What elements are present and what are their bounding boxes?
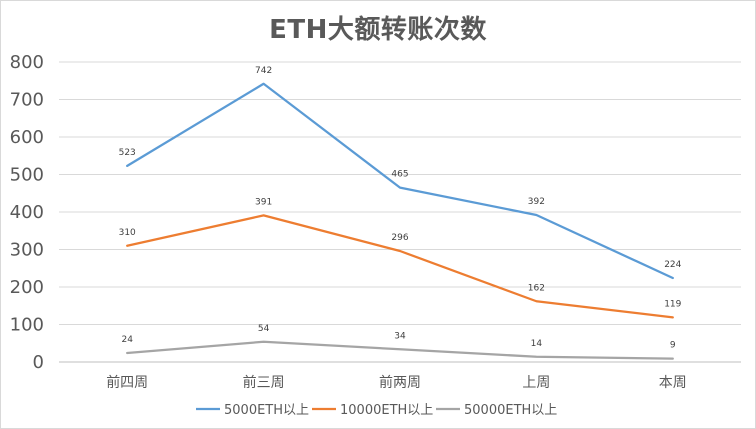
legend-label: 50000ETH以上 [464, 403, 557, 418]
data-label: 119 [664, 299, 681, 309]
y-tick-label: 500 [10, 165, 44, 186]
data-label: 296 [391, 233, 408, 243]
series-line-3 [126, 340, 674, 360]
data-label: 24 [121, 335, 133, 345]
data-label: 392 [528, 197, 545, 207]
data-label: 54 [258, 324, 270, 334]
data-label: 34 [394, 331, 406, 341]
y-tick-label: 300 [10, 240, 44, 261]
x-tick-label: 上周 [522, 375, 550, 391]
data-label: 465 [391, 170, 408, 180]
data-label: 224 [664, 260, 681, 270]
y-tick-label: 700 [10, 90, 44, 111]
data-label: 523 [119, 148, 136, 158]
y-tick-label: 400 [10, 202, 44, 223]
series-line-2 [126, 214, 674, 319]
data-label: 162 [528, 283, 545, 293]
y-tick-label: 800 [10, 52, 44, 73]
y-tick-label: 200 [10, 277, 44, 298]
data-label: 9 [670, 341, 676, 351]
legend-label: 10000ETH以上 [340, 403, 433, 418]
x-tick-label: 前两周 [379, 374, 421, 391]
series-line-1 [126, 82, 674, 280]
x-tick-label: 前四周 [106, 374, 148, 391]
data-label: 310 [119, 228, 136, 238]
data-label: 14 [531, 339, 543, 349]
legend-label: 5000ETH以上 [224, 403, 309, 418]
y-tick-label: 100 [10, 315, 44, 336]
chart-title: ETH大额转账次数 [269, 15, 487, 45]
y-tick-label: 600 [10, 127, 44, 148]
y-tick-label: 0 [33, 352, 44, 373]
x-tick-label: 本周 [659, 375, 687, 391]
x-tick-label: 前三周 [243, 374, 285, 391]
data-label: 742 [255, 66, 272, 76]
data-label: 391 [255, 197, 272, 207]
